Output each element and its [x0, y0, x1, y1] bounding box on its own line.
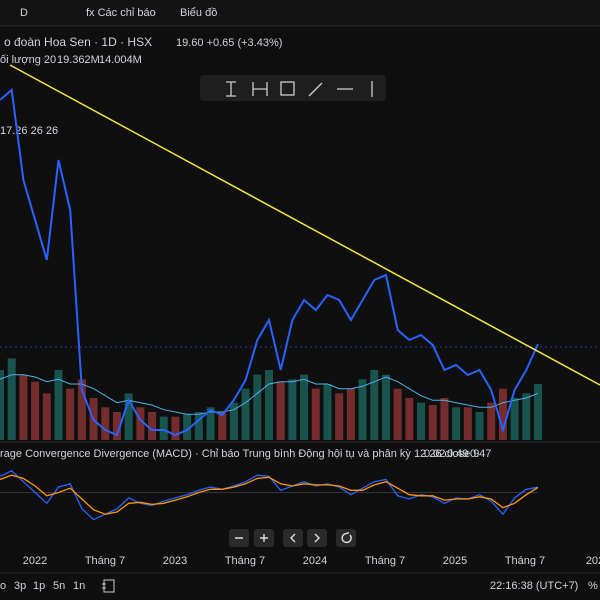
top-toolbar — [0, 0, 600, 26]
volume-bar — [229, 402, 238, 440]
x-tick-label: 2023 — [163, 555, 187, 567]
macd-value: 0.47 — [470, 448, 491, 460]
volume-bar — [487, 402, 496, 440]
volume-bar — [370, 370, 379, 440]
tool-icon[interactable] — [226, 81, 236, 97]
volume-ma-value: 14.004M — [99, 54, 142, 66]
volume-bar — [42, 393, 51, 440]
volume-label: ối lượng 20 — [0, 54, 56, 66]
volume-bar — [323, 384, 332, 440]
scroll-right[interactable] — [307, 529, 327, 547]
volume-bar — [335, 393, 344, 440]
volume-bar — [183, 414, 192, 440]
reset[interactable] — [336, 529, 356, 547]
volume-bar — [452, 407, 461, 440]
quote: 19.60 +0.65 (+3.43%) — [176, 37, 282, 49]
x-tick-label: Tháng 7 — [85, 555, 125, 567]
volume-bar — [428, 405, 437, 440]
macd-line — [0, 470, 539, 521]
x-tick-label: 2025 — [443, 555, 467, 567]
volume-bar — [124, 393, 133, 440]
volume-bar — [265, 370, 273, 440]
volume-bar — [358, 379, 367, 440]
price-line-series — [0, 88, 539, 437]
macd-line — [0, 474, 539, 515]
macd-label: rage Convergence Divergence (MACD) · Chỉ… — [0, 448, 479, 460]
volume-bar — [311, 388, 320, 440]
zoom-controls — [229, 529, 356, 547]
macd-value: 0.02 — [424, 448, 445, 460]
volume-bar — [440, 398, 449, 440]
volume-bar — [522, 393, 531, 440]
volume-bar — [241, 388, 250, 440]
volume-bar — [393, 388, 402, 440]
volume-bar — [171, 416, 180, 440]
scroll-left[interactable] — [283, 529, 303, 547]
tool-icon[interactable] — [280, 81, 295, 96]
volume-bar — [253, 374, 262, 440]
volume-bar — [300, 374, 309, 440]
volume-bar — [101, 407, 110, 440]
volume-bar — [148, 412, 157, 440]
clock: 22:16:38 (UTC+7) — [490, 580, 578, 592]
volume-bar — [510, 398, 519, 440]
x-tick-label: Tháng 7 — [225, 555, 265, 567]
timeframe[interactable]: 1n — [73, 580, 85, 592]
x-tick-label: 202 — [586, 555, 600, 567]
macd-value: 0.49 — [447, 448, 468, 460]
toolbar-item[interactable]: Biểu đồ — [180, 7, 217, 19]
volume-bar — [54, 370, 63, 440]
volume-bar — [66, 388, 75, 440]
toolbar-item[interactable]: D — [20, 7, 28, 19]
volume-bar — [276, 381, 285, 440]
percent-toggle[interactable]: % — [588, 580, 598, 592]
tool-icon[interactable] — [252, 82, 268, 96]
volume-bar — [405, 398, 414, 440]
volume-bar — [218, 412, 227, 440]
trend-line[interactable] — [9, 64, 600, 386]
volume-bar — [7, 358, 16, 440]
toolbar-bg — [200, 75, 386, 101]
volume-bar — [77, 379, 86, 440]
volume-bar — [288, 379, 297, 440]
symbol-title: o đoàn Hoa Sen · 1D · HSX — [4, 35, 152, 49]
timeframe[interactable]: 1p — [33, 580, 45, 592]
volume-bar — [159, 416, 168, 440]
x-tick-label: 2022 — [23, 555, 47, 567]
volume-bar — [136, 407, 145, 440]
x-tick-label: Tháng 7 — [505, 555, 545, 567]
volume-bar — [534, 384, 542, 440]
volume-bar — [194, 412, 203, 440]
x-tick-label: Tháng 7 — [365, 555, 405, 567]
timeframe[interactable]: 5n — [53, 580, 65, 592]
volume-bar — [31, 381, 40, 440]
volume-bar — [19, 374, 28, 440]
volume-bar — [381, 374, 390, 440]
volume-bar — [463, 407, 472, 440]
volume-ma-line — [0, 374, 539, 415]
volume-bar — [417, 402, 426, 440]
tool-icon[interactable] — [308, 82, 323, 97]
timeframe[interactable]: o — [0, 580, 6, 592]
date-range-icon[interactable] — [102, 579, 115, 593]
volume-value: 19.362M — [57, 54, 100, 66]
toolbar-item[interactable]: fx Các chỉ báo — [86, 7, 156, 19]
volume-bar — [0, 370, 4, 440]
timeframe[interactable]: 3p — [14, 580, 26, 592]
ma-legend: 17.26 26 26 — [0, 125, 58, 137]
volume-bar — [475, 412, 484, 440]
volume-bar — [498, 388, 507, 440]
x-tick-label: 2024 — [303, 555, 327, 567]
volume-bar — [206, 407, 215, 440]
drawing-toolbar — [200, 75, 386, 101]
volume-bar — [112, 412, 121, 440]
volume-bar — [346, 388, 355, 440]
